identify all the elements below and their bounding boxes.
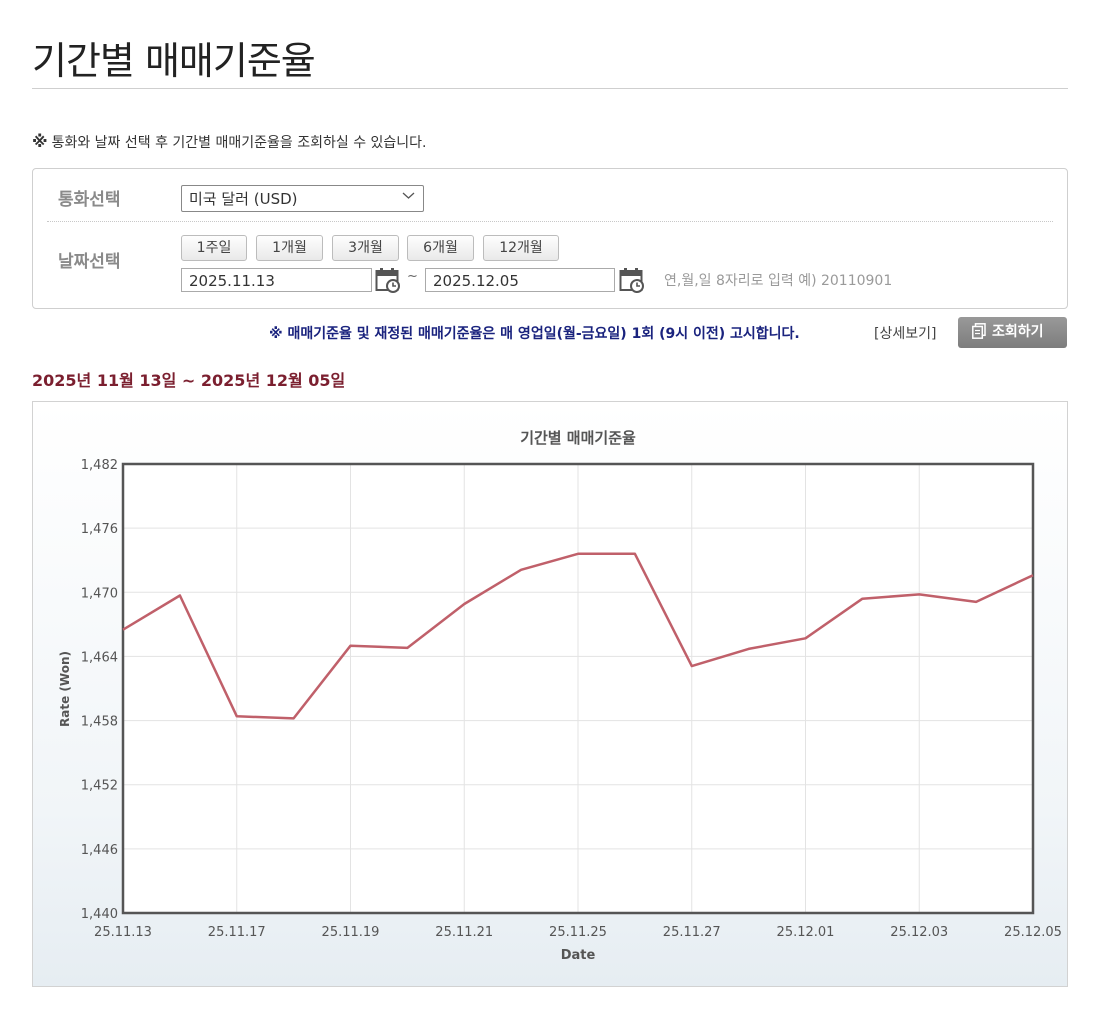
x-axis-label: Date [561,948,596,963]
y-tick-label: 1,458 [81,715,118,730]
chart-svg: 1,440 1,446 1,452 1,458 1,464 1,470 1,476 1,482… [58,429,1062,963]
x-tick-label: 25.11.25 [549,925,607,940]
filter-panel: 통화선택 미국 달러 (USD) 날짜선택 1주일 1개월 3개월 6개월 12… [32,168,1068,309]
y-tick-label: 1,464 [81,650,118,665]
x-tick-label: 25.11.27 [663,925,721,940]
y-axis-label: Rate (Won) [58,651,72,727]
calendar-icon[interactable] [375,267,401,293]
page-title: 기간별 매매기준율 [32,39,316,83]
rate-announcement-notice: ※ 매매기준율 및 재정된 매매기준율은 매 영업일(월-금요일) 1회 (9시… [269,326,800,342]
x-tick-label: 25.12.03 [890,925,948,940]
plot-border [121,462,1035,915]
period-button-12months[interactable]: 12개월 [483,235,559,261]
period-button-6months[interactable]: 6개월 [407,235,474,261]
detail-link[interactable]: [상세보기] [874,326,937,342]
currency-label: 통화선택 [58,190,121,210]
x-tick-label: 25.11.17 [208,925,266,940]
x-tick-label: 25.12.01 [777,925,835,940]
x-tick-label: 25.11.21 [435,925,493,940]
period-button-1week[interactable]: 1주일 [181,235,247,261]
chart-title: 기간별 매매기준율 [520,429,636,447]
search-button-label: 조회하기 [992,324,1044,340]
date-separator: ~ [407,269,418,284]
y-tick-label: 1,482 [81,458,118,473]
x-tick-label: 25.11.19 [322,925,380,940]
y-tick-label: 1,446 [81,843,118,858]
notice-mark: ※ [32,132,48,151]
currency-select[interactable]: 미국 달러 (USD) [181,185,424,212]
rate-chart: 1,440 1,446 1,452 1,458 1,464 1,470 1,476 1,482… [32,401,1068,987]
period-button-3months[interactable]: 3개월 [332,235,399,261]
x-tick-label: 25.12.05 [1004,925,1062,940]
end-date-input[interactable]: 2025.12.05 [425,268,615,292]
notice-text: 통화와 날짜 선택 후 기간별 매매기준율을 조회하실 수 있습니다. [51,135,427,151]
period-button-1month[interactable]: 1개월 [256,235,323,261]
calendar-icon[interactable] [619,267,645,293]
search-button[interactable]: 조회하기 [958,317,1067,348]
currency-select-value: 미국 달러 (USD) [189,190,298,208]
start-date-input[interactable]: 2025.11.13 [181,268,372,292]
y-tick-label: 1,470 [81,586,118,601]
date-format-hint: 연,월,일 8자리로 입력 예) 20110901 [664,273,893,289]
usage-notice: ※ 통화와 날짜 선택 후 기간별 매매기준율을 조회하실 수 있습니다. [32,132,427,152]
y-tick-label: 1,476 [81,522,118,537]
y-tick-label: 1,452 [81,779,118,794]
row-divider [47,221,1053,222]
selected-range-text: 2025년 11월 13일 ~ 2025년 12월 05일 [32,371,346,390]
series-line [122,552,1034,720]
date-label: 날짜선택 [58,252,121,272]
y-tick-label: 1,440 [81,907,118,922]
chevron-down-icon [402,189,415,206]
title-divider [32,88,1068,89]
document-icon [972,320,986,351]
x-tick-label: 25.11.13 [94,925,152,940]
